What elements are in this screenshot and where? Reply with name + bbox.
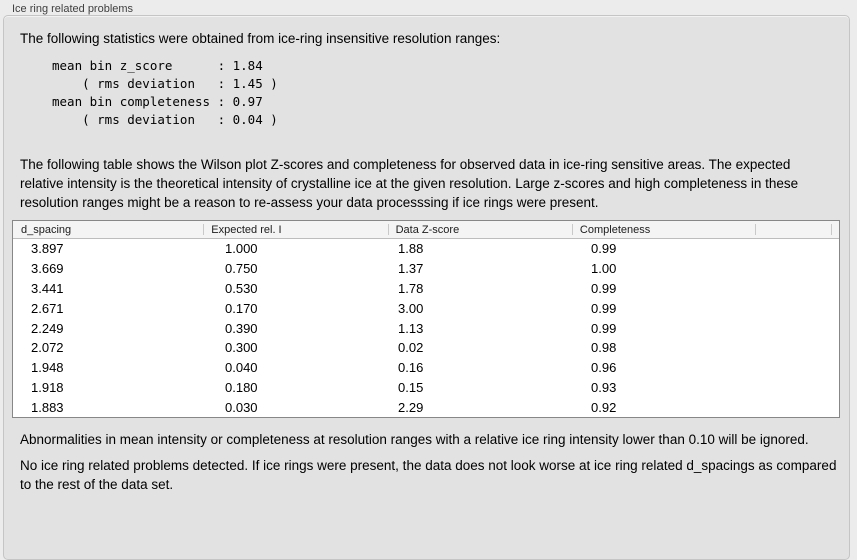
table-cell: 0.750 — [225, 261, 258, 277]
table-cell: 0.170 — [225, 300, 258, 316]
table-row[interactable]: 3.669 0.750 1.37 1.00 — [13, 259, 839, 279]
table-cell: 1.948 — [31, 360, 64, 376]
table-cell: 0.02 — [398, 340, 424, 356]
table-row[interactable]: 3.897 1.000 1.88 0.99 — [13, 239, 839, 259]
table-cell: 1.883 — [31, 399, 64, 415]
conclusion-text: No ice ring related problems detected. I… — [20, 458, 837, 493]
table-row[interactable]: 2.671 0.170 3.00 0.99 — [13, 298, 839, 318]
table-cell: 0.99 — [591, 241, 617, 257]
table-cell: 1.78 — [398, 280, 424, 296]
table-cell: 0.530 — [225, 280, 258, 296]
table-cell: 0.96 — [591, 360, 617, 376]
table-cell: 1.918 — [31, 379, 64, 395]
table-row[interactable]: 1.948 0.040 0.16 0.96 — [13, 358, 839, 378]
panel-title: Ice ring related problems — [12, 3, 134, 15]
table-row[interactable]: 1.918 0.180 0.15 0.93 — [13, 378, 839, 398]
table-cell: 0.180 — [225, 379, 258, 395]
column-header-expected-rel-i[interactable]: Expected rel. I — [203, 221, 387, 238]
column-header-d-spacing[interactable]: d_spacing — [21, 223, 72, 236]
table-cell: 2.249 — [31, 320, 64, 336]
description-text: The following table shows the Wilson plo… — [20, 157, 799, 210]
column-header-data-z-score[interactable]: Data Z-score — [387, 221, 572, 238]
table-cell: 1.000 — [225, 241, 258, 257]
stats-block: mean bin z_score : 1.84 ( rms deviation … — [52, 58, 278, 127]
table-cell: 1.88 — [398, 241, 424, 257]
ice-ring-panel: The following statistics were obtained f… — [3, 15, 850, 560]
table-cell: 3.669 — [31, 261, 64, 277]
table-cell: 2.671 — [31, 300, 64, 316]
ice-ring-table: d_spacing Expected rel. I Data Z-score Comp… — [12, 220, 840, 419]
table-cell: 1.00 — [591, 261, 617, 277]
table-cell: 3.441 — [31, 280, 64, 296]
table-cell: 0.99 — [591, 300, 617, 316]
table-cell: 0.92 — [591, 399, 617, 415]
table-cell: 2.29 — [398, 399, 424, 415]
note-text: Abnormalities in mean intensity or compl… — [20, 432, 809, 448]
column-header-filler — [830, 221, 839, 238]
table-cell: 3.00 — [398, 300, 424, 316]
table-cell: 0.300 — [225, 340, 258, 356]
column-header-completeness[interactable]: Completeness — [571, 221, 755, 238]
table-body: 3.897 1.000 1.88 0.99 3.669 0.750 1.37 1.00 3.44… — [13, 239, 839, 417]
table-cell: 0.99 — [591, 320, 617, 336]
column-header-filler — [755, 221, 831, 238]
table-cell: 2.072 — [31, 340, 64, 356]
table-cell: 3.897 — [31, 241, 64, 257]
table-cell: 0.16 — [398, 360, 424, 376]
table-cell: 0.93 — [591, 379, 617, 395]
table-header-row: d_spacing Expected rel. I Data Z-score Comp… — [13, 221, 839, 239]
table-cell: 0.15 — [398, 379, 424, 395]
table-row[interactable]: 2.249 0.390 1.13 0.99 — [13, 318, 839, 338]
table-cell: 0.98 — [591, 340, 617, 356]
table-cell: 1.13 — [398, 320, 424, 336]
table-cell: 0.030 — [225, 399, 258, 415]
table-row[interactable]: 1.883 0.030 2.29 0.92 — [13, 397, 839, 417]
table-cell: 1.37 — [398, 261, 424, 277]
table-cell: 0.390 — [225, 320, 258, 336]
table-cell: 0.040 — [225, 360, 258, 376]
table-cell: 0.99 — [591, 280, 617, 296]
table-row[interactable]: 2.072 0.300 0.02 0.98 — [13, 338, 839, 358]
table-row[interactable]: 3.441 0.530 1.78 0.99 — [13, 279, 839, 299]
intro-text: The following statistics were obtained f… — [20, 31, 501, 46]
